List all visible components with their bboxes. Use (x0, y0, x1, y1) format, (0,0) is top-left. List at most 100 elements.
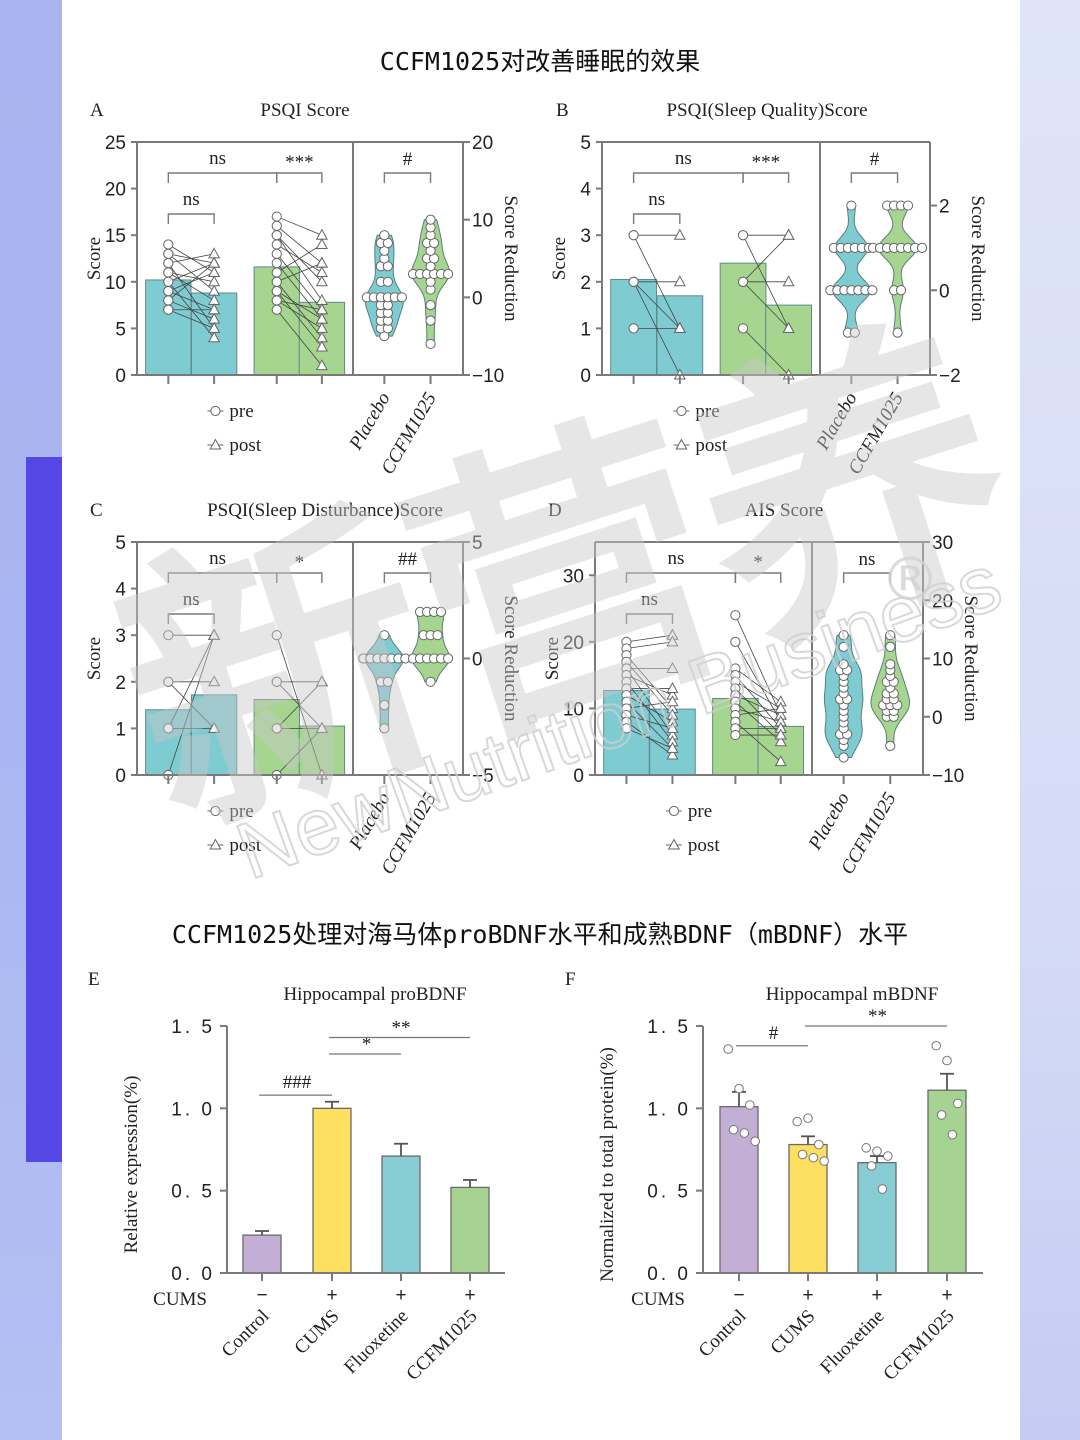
pair-line (276, 300, 322, 311)
pair-line (168, 262, 215, 301)
y-tick-label: 0 (573, 766, 584, 787)
y-tick-label: 3 (115, 626, 126, 647)
data-point (745, 1100, 755, 1110)
significance-label: ** (868, 1006, 887, 1027)
pre-point (271, 258, 282, 269)
cums-indicator: + (395, 1285, 406, 1306)
category-label: CCFM1025 (879, 1306, 958, 1385)
y2-tick-label: 10 (932, 650, 953, 671)
bar-ccfm1025 (927, 1089, 967, 1274)
pair-line (626, 674, 673, 696)
significance-bracket: * (734, 552, 782, 583)
bar-ccfm1025 (450, 1186, 490, 1274)
pre-point (621, 723, 632, 734)
pair-line (735, 694, 781, 716)
violin-point (442, 653, 454, 664)
pair-line (276, 225, 323, 264)
post-point (666, 748, 679, 760)
post-point (782, 228, 795, 240)
violin-point (379, 230, 390, 241)
data-point (819, 1156, 830, 1166)
y-tick-label: 5 (115, 533, 126, 554)
pre-point (271, 723, 282, 734)
legend-pre-label: pre (229, 401, 253, 422)
panel-title: Hippocampal mBDNF (766, 984, 939, 1005)
violin-point (442, 268, 454, 280)
post-point (782, 275, 795, 287)
significance-label: *** (285, 152, 314, 173)
y-tick-label: 1 (580, 319, 591, 340)
violin-point (425, 676, 436, 687)
pair-line (742, 281, 789, 329)
y-tick-label: 1. 0 (171, 1099, 215, 1120)
y-tick-label: 0 (115, 766, 126, 787)
post-point (208, 321, 221, 333)
pair-line (168, 253, 215, 264)
significance-annotation: ### (259, 1072, 332, 1096)
y2-tick-label: 20 (472, 133, 493, 154)
violin-significance-bracket: # (383, 149, 432, 183)
category-label: Fluoxetine (816, 1306, 888, 1378)
data-point (797, 1149, 808, 1160)
pre-point (163, 304, 174, 315)
y2-tick-label: 0 (472, 288, 483, 309)
post-point (315, 293, 328, 305)
significance-bracket: ns (625, 589, 674, 624)
data-point (723, 1044, 734, 1054)
violin-point (379, 630, 390, 641)
y-tick-label: 4 (580, 180, 591, 201)
pair-line (167, 635, 215, 776)
row-label-cums: CUMS (631, 1289, 685, 1310)
significance-bracket: ns (167, 148, 278, 183)
data-point (931, 1040, 942, 1051)
legend-post-label: post (688, 835, 720, 856)
violin-point (846, 200, 857, 211)
pre-point (730, 610, 741, 621)
pre-point (271, 220, 282, 231)
cums-indicator: − (733, 1285, 744, 1306)
y-axis-title: Score (84, 637, 105, 680)
panel-title: PSQI Score (260, 100, 349, 121)
significance-bracket: ns (632, 148, 744, 183)
watermark-registered: ® (880, 545, 940, 615)
significance-label: ## (398, 549, 418, 570)
legend-pre-marker (210, 405, 221, 417)
significance-label: ns (641, 589, 658, 610)
cums-indicator: + (326, 1285, 337, 1306)
violin-point (885, 630, 896, 641)
significance-annotation: # (736, 1023, 808, 1047)
pre-point (737, 230, 749, 241)
bracket-line (383, 172, 432, 183)
pre-point (163, 295, 174, 306)
y-axis-title: Score (84, 237, 105, 280)
pair-line (276, 300, 323, 329)
panel-title: PSQI(Sleep Disturbance)Score (207, 500, 443, 521)
y2-axis-title: Score Reduction (960, 595, 981, 722)
post-point (208, 256, 221, 268)
legend-post-label: post (229, 835, 261, 856)
pair-line (276, 262, 323, 283)
data-point (877, 1184, 888, 1194)
panel-letter: B (556, 100, 569, 121)
post-point (315, 256, 328, 268)
bracket-line (383, 572, 432, 583)
y-axis-title: Score (542, 637, 563, 680)
significance-label: ns (209, 548, 226, 569)
bar-fluoxetine (857, 1162, 897, 1274)
pre-point (271, 630, 282, 641)
y-tick-label: 0. 5 (171, 1182, 215, 1203)
significance-bracket: ns (632, 189, 681, 224)
post-point (315, 359, 328, 371)
y-tick-label: 4 (115, 580, 126, 601)
bar-control (242, 1234, 282, 1274)
significance-annotation: ** (329, 1018, 470, 1039)
y-tick-label: 0. 5 (647, 1182, 691, 1203)
pre-point (271, 676, 282, 687)
pair-line (626, 714, 673, 729)
pair-line (276, 681, 323, 729)
significance-label: # (403, 149, 413, 170)
significance-annotation: ** (805, 1006, 947, 1027)
post-point (673, 228, 686, 240)
legend-pre-marker (210, 805, 221, 817)
significance-bracket: *** (742, 152, 790, 183)
